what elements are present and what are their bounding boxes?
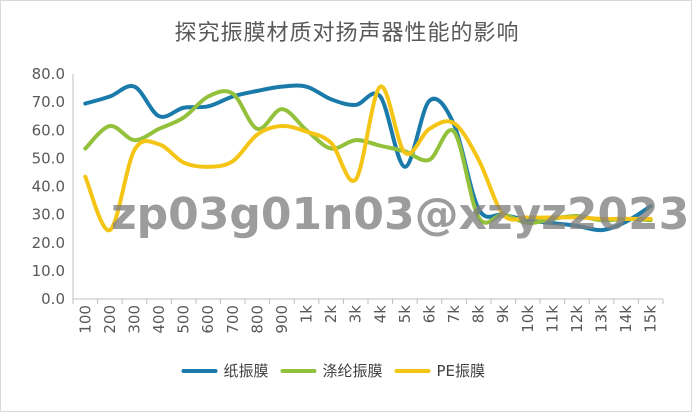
x-tick-label: 800 <box>248 305 266 334</box>
y-tick-label: 0.0 <box>41 290 65 308</box>
x-tick-label: 6k <box>420 305 438 324</box>
x-tick-label: 500 <box>175 305 193 334</box>
x-tick-label: 10k <box>519 305 537 333</box>
x-tick-label: 14k <box>617 305 635 333</box>
y-tick-label: 40.0 <box>32 178 65 196</box>
x-tick-label: 1k <box>298 305 316 324</box>
x-tick-label: 15k <box>642 305 660 333</box>
x-tick-label: 200 <box>101 305 119 334</box>
legend-label-2: 涤纶振膜 <box>323 362 383 380</box>
watermark-text: zp03g01n03@xzyz2023 <box>111 189 689 240</box>
x-tick-label: 13k <box>593 305 611 333</box>
series-line-3 <box>83 84 653 233</box>
y-tick-label: 20.0 <box>32 234 65 252</box>
x-tick-label: 900 <box>273 305 291 334</box>
y-tick-label: 30.0 <box>32 206 65 224</box>
x-tick-label: 9k <box>494 305 512 324</box>
x-tick-label: 700 <box>224 305 242 334</box>
x-tick-label: 7k <box>445 305 463 324</box>
x-tick-label: 5k <box>396 305 414 324</box>
y-tick-label: 50.0 <box>32 149 65 167</box>
x-tick-label: 8k <box>470 305 488 324</box>
x-tick-label: 4k <box>371 305 389 324</box>
legend-label-3: PE振膜 <box>437 362 486 380</box>
y-tick-label: 60.0 <box>32 121 65 139</box>
x-tick-label: 12k <box>568 305 586 333</box>
legend-label-1: 纸振膜 <box>224 362 269 380</box>
y-tick-label: 80.0 <box>32 65 65 83</box>
x-tick-label: 400 <box>150 305 168 334</box>
x-tick-label: 11k <box>543 305 561 333</box>
x-tick-label: 600 <box>199 305 217 334</box>
x-tick-label: 300 <box>125 305 143 334</box>
chart-title: 探究振膜材质对扬声器性能的影响 <box>174 21 520 46</box>
y-tick-label: 10.0 <box>32 262 65 280</box>
x-tick-label: 100 <box>76 305 94 334</box>
y-tick-label: 70.0 <box>32 93 65 111</box>
x-tick-label: 3k <box>347 305 365 324</box>
x-tick-label: 2k <box>322 305 340 324</box>
